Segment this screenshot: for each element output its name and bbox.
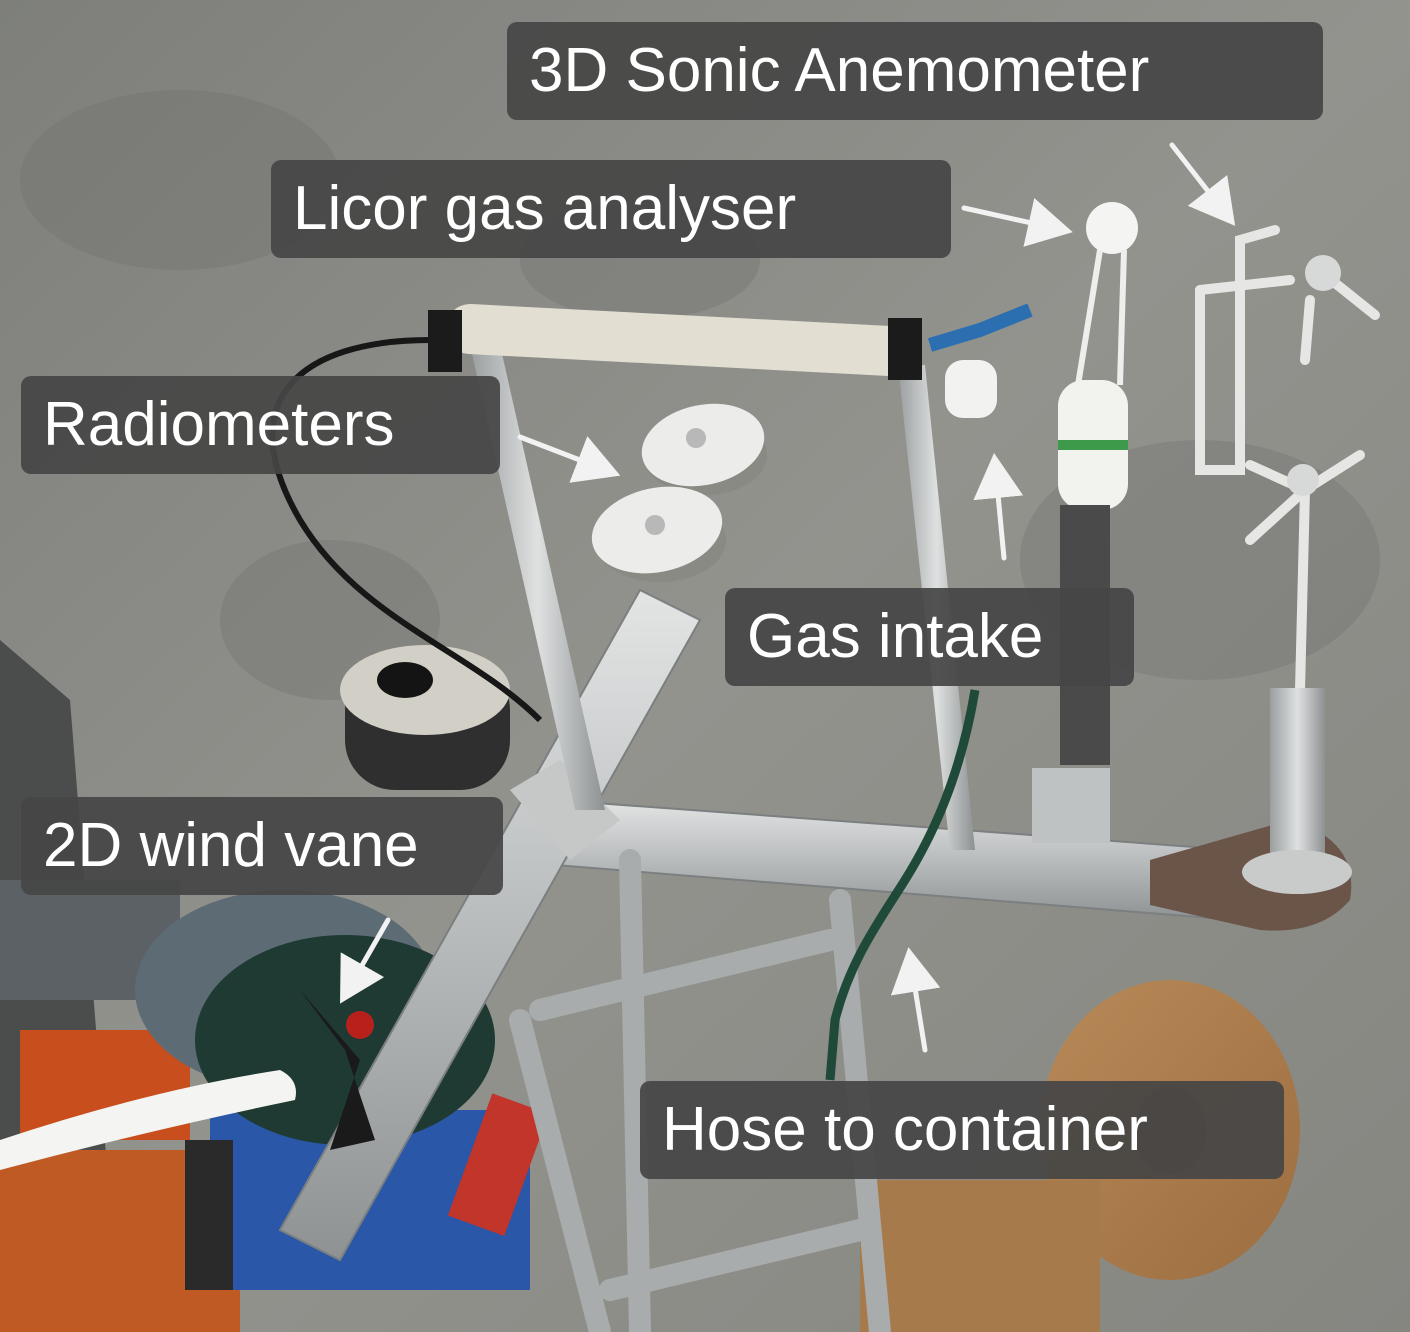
label-radiometers: Radiometers <box>21 376 500 474</box>
logger-enclosure <box>340 645 510 790</box>
arrow-to-gas-intake <box>973 453 1024 561</box>
arrow-to-hose <box>890 947 941 1053</box>
arrow-to-licor <box>961 198 1073 247</box>
wind-vane <box>0 990 375 1290</box>
annotation-arrows <box>340 142 1236 1053</box>
radiometers <box>591 403 767 582</box>
label-hose-to-container: Hose to container <box>640 1081 1284 1179</box>
insulated-intake-tube <box>428 303 1033 380</box>
main-boom <box>278 588 1352 1262</box>
label-gas-intake: Gas intake <box>725 588 1134 686</box>
label-sonic-anemometer: 3D Sonic Anemometer <box>507 22 1323 120</box>
anemometer-mast <box>1242 688 1352 894</box>
sonic-anemometer <box>1195 225 1380 695</box>
arrow-to-sonic-anemometer <box>1169 142 1236 226</box>
signal-cable <box>269 337 543 723</box>
gas-intake-filter <box>945 360 997 418</box>
label-licor-gas-analyser: Licor gas analyser <box>271 160 951 258</box>
green-hose <box>825 689 980 1081</box>
arrow-to-wind-vane <box>340 917 391 1004</box>
label-wind-vane: 2D wind vane <box>21 797 503 895</box>
arrow-to-radiometers <box>517 434 621 483</box>
